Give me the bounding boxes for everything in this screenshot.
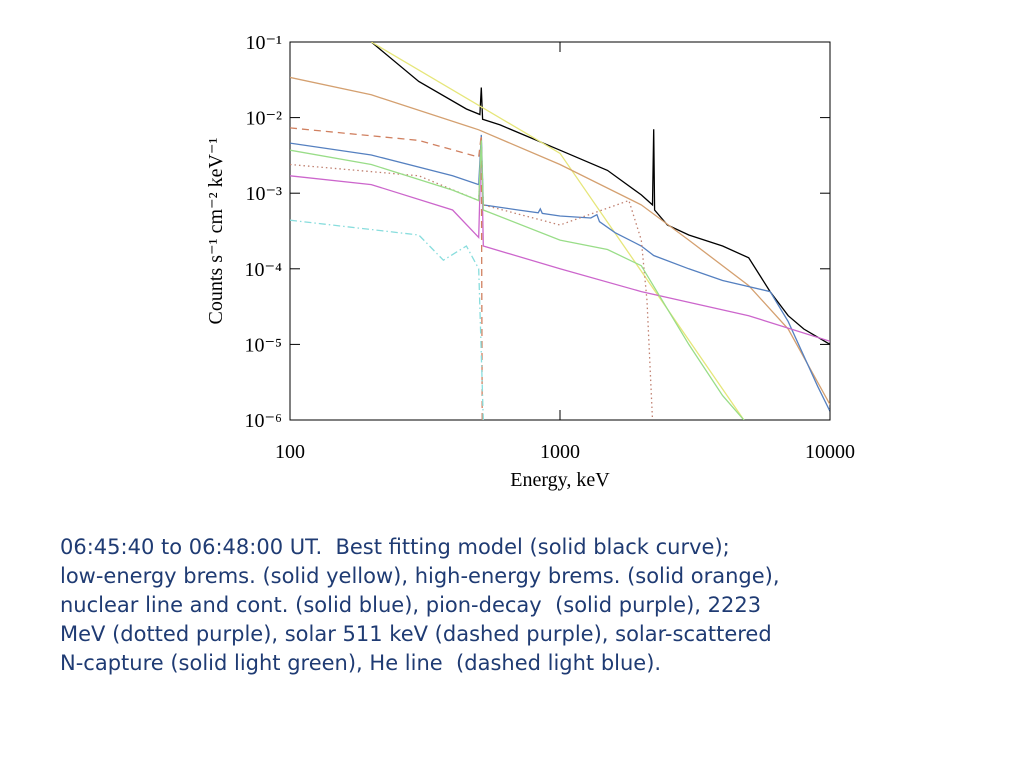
y-tick-label: 10⁻³: [245, 183, 282, 205]
series-line: [370, 42, 830, 345]
series-line: [290, 127, 483, 420]
caption: 06:45:40 to 06:48:00 UT. Best fitting mo…: [60, 533, 780, 678]
plot-frame: [289, 41, 831, 421]
y-axis-label: Counts s⁻¹ cm⁻² keV⁻¹: [205, 138, 227, 325]
curves: [290, 42, 830, 420]
caption-line: nuclear line and cont. (solid blue), pio…: [60, 593, 762, 617]
y-tick-label: 10⁻⁶: [244, 410, 282, 432]
x-tick-label: 100: [275, 441, 305, 463]
chart: Energy, keV Counts s⁻¹ cm⁻² keV⁻¹ 10⁻⁶ 10…: [205, 32, 855, 491]
series-line: [290, 219, 484, 420]
x-tick-label: 10000: [805, 441, 855, 463]
y-tick-label: 10⁻²: [245, 108, 282, 130]
x-tick-label: 1000: [540, 441, 580, 463]
y-tick-label: 10⁻⁴: [244, 259, 282, 281]
series-line: [290, 140, 830, 342]
y-tick-label: 10⁻¹: [245, 32, 282, 54]
y-tick-label: 10⁻⁵: [244, 334, 282, 356]
series-line: [290, 140, 745, 420]
caption-line: 06:45:40 to 06:48:00 UT. Best fitting mo…: [60, 535, 730, 559]
caption-line: MeV (dotted purple), solar 511 keV (dash…: [60, 622, 772, 646]
caption-line: low-energy brems. (solid yellow), high-e…: [60, 564, 780, 588]
series-line: [290, 134, 830, 412]
x-axis-label: Energy, keV: [510, 469, 610, 491]
caption-line: N-capture (solid light green), He line (…: [60, 651, 662, 675]
series-line: [370, 42, 745, 420]
series-line: [290, 76, 830, 405]
